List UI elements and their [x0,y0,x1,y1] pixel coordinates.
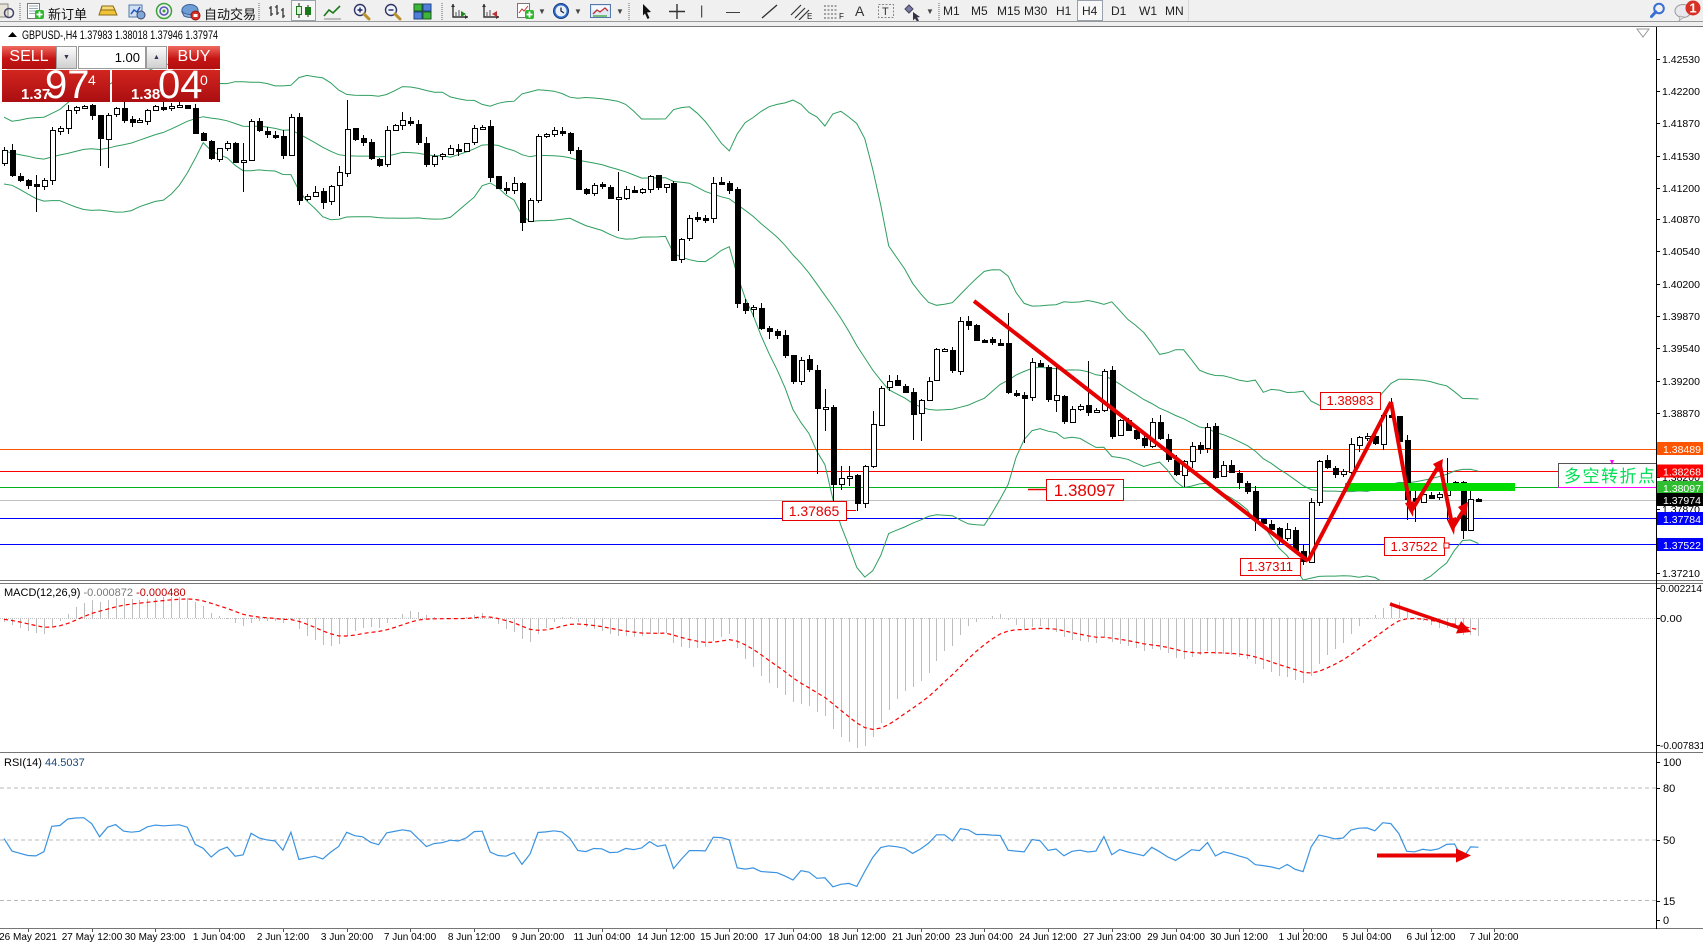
svg-text:29 Jun 04:00: 29 Jun 04:00 [1147,932,1205,943]
svg-text:0.002214: 0.002214 [1660,583,1702,595]
svg-text:30 Jun 12:00: 30 Jun 12:00 [1210,932,1268,943]
svg-text:3 Jun 20:00: 3 Jun 20:00 [321,932,374,943]
svg-text:2 Jun 12:00: 2 Jun 12:00 [257,932,310,943]
svg-text:30 May 23:00: 30 May 23:00 [125,932,186,943]
svg-text:1.39870: 1.39870 [1662,311,1700,323]
svg-text:9 Jun 20:00: 9 Jun 20:00 [512,932,565,943]
svg-text:GBPUSD-,H4 1.37983 1.38018 1.: GBPUSD-,H4 1.37983 1.38018 1.37946 1.379… [22,30,218,42]
svg-text:27 Jun 23:00: 27 Jun 23:00 [1083,932,1141,943]
svg-text:1.40200: 1.40200 [1662,279,1700,291]
svg-text:1.38870: 1.38870 [1662,408,1700,420]
svg-text:18 Jun 12:00: 18 Jun 12:00 [828,932,886,943]
svg-text:15: 15 [1663,896,1675,908]
svg-text:1.37865: 1.37865 [789,503,840,519]
svg-text:15 Jun 20:00: 15 Jun 20:00 [700,932,758,943]
svg-text:50: 50 [1663,835,1675,847]
svg-text:100: 100 [1663,757,1681,769]
svg-text:1.37210: 1.37210 [1662,568,1700,580]
svg-text:1.37311: 1.37311 [1247,559,1293,574]
svg-text:E: E [807,12,812,20]
svg-text:80: 80 [1663,783,1675,795]
svg-text:多空转折点: 多空转折点 [1564,467,1657,486]
svg-text:-0.007831: -0.007831 [1660,740,1703,752]
svg-text:MACD(12,26,9) -0.000872 -0.000: MACD(12,26,9) -0.000872 -0.000480 [4,587,186,599]
svg-text:1 Jul 20:00: 1 Jul 20:00 [1279,932,1328,943]
svg-text:1: 1 [1689,1,1696,16]
svg-text:1.38097: 1.38097 [1054,481,1115,500]
svg-text:7 Jul 20:00: 7 Jul 20:00 [1470,932,1519,943]
svg-text:F: F [839,12,844,20]
svg-text:17 Jun 04:00: 17 Jun 04:00 [764,932,822,943]
svg-text:0: 0 [1663,915,1669,927]
svg-text:1.40540: 1.40540 [1662,246,1700,258]
svg-text:14 Jun 12:00: 14 Jun 12:00 [637,932,695,943]
svg-text:1.41530: 1.41530 [1662,151,1700,163]
svg-text:1.37522: 1.37522 [1391,539,1438,554]
svg-text:1.42200: 1.42200 [1662,86,1700,98]
svg-text:0.00: 0.00 [1660,613,1682,625]
svg-text:1.40870: 1.40870 [1662,214,1700,226]
svg-text:1.38097: 1.38097 [1663,483,1701,495]
svg-text:24 Jun 12:00: 24 Jun 12:00 [1019,932,1077,943]
svg-text:1.37784: 1.37784 [1663,514,1701,526]
svg-text:1.38489: 1.38489 [1663,444,1701,456]
svg-text:1.39200: 1.39200 [1662,376,1700,388]
svg-text:1.38268: 1.38268 [1663,467,1701,479]
svg-text:11 Jun 04:00: 11 Jun 04:00 [573,932,631,943]
svg-text:1.37974: 1.37974 [1663,495,1701,507]
svg-text:27 May 12:00: 27 May 12:00 [62,932,123,943]
svg-text:5 Jul 04:00: 5 Jul 04:00 [1343,932,1392,943]
svg-text:1 Jun 04:00: 1 Jun 04:00 [193,932,246,943]
svg-text:T: T [882,6,889,18]
svg-text:26 May 2021: 26 May 2021 [0,932,57,943]
svg-text:1.37522: 1.37522 [1663,540,1701,552]
svg-text:1.39540: 1.39540 [1662,343,1700,355]
svg-text:7 Jun 04:00: 7 Jun 04:00 [384,932,437,943]
svg-text:21 Jun 20:00: 21 Jun 20:00 [892,932,950,943]
svg-text:RSI(14) 44.5037: RSI(14) 44.5037 [4,757,85,769]
svg-text:1.42530: 1.42530 [1662,54,1700,66]
svg-text:8 Jun 12:00: 8 Jun 12:00 [448,932,501,943]
svg-text:6 Jul 12:00: 6 Jul 12:00 [1407,932,1456,943]
svg-text:1.41870: 1.41870 [1662,118,1700,130]
svg-text:23 Jun 04:00: 23 Jun 04:00 [955,932,1013,943]
svg-text:1.41200: 1.41200 [1662,183,1700,195]
svg-text:1.38983: 1.38983 [1327,393,1374,408]
